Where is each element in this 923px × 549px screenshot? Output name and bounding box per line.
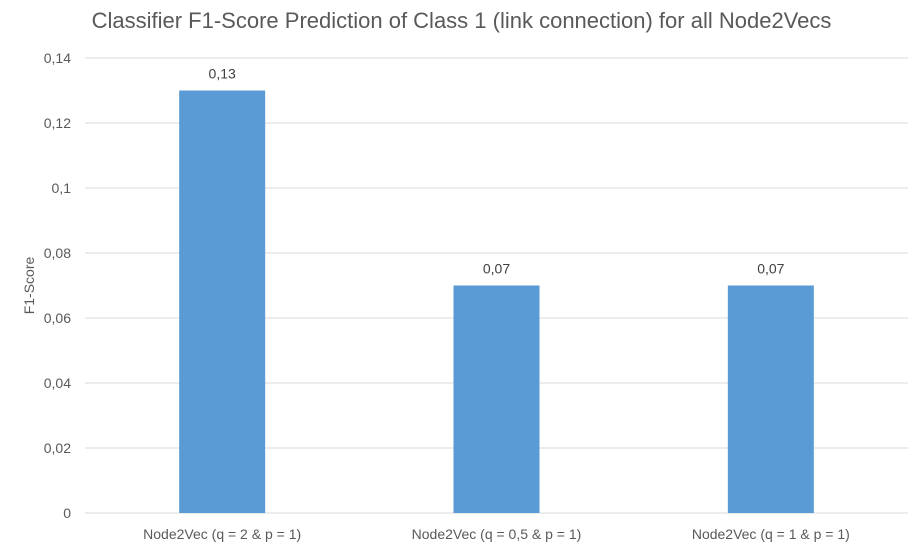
x-tick-label: Node2Vec (q = 1 & p = 1)	[692, 526, 850, 542]
data-label: 0,13	[209, 66, 236, 82]
bar	[727, 285, 814, 513]
y-tick-label: 0,06	[44, 310, 71, 326]
x-tick-label: Node2Vec (q = 0,5 & p = 1)	[412, 526, 582, 542]
data-labels: 0,13 0,07 0,07	[209, 66, 785, 277]
bar	[453, 285, 540, 513]
y-tick-label: 0	[63, 505, 71, 521]
bars	[179, 90, 814, 513]
y-tick-label: 0,04	[44, 375, 71, 391]
y-tick-label: 0,08	[44, 245, 71, 261]
y-axis-tick-labels: 0 0,02 0,04 0,06 0,08 0,1 0,12 0,14	[44, 50, 71, 521]
y-tick-label: 0,14	[44, 50, 71, 66]
y-tick-label: 0,1	[52, 180, 72, 196]
data-label: 0,07	[483, 261, 510, 277]
chart-title: Classifier F1-Score Prediction of Class …	[91, 8, 832, 33]
x-tick-label: Node2Vec (q = 2 & p = 1)	[143, 526, 301, 542]
data-label: 0,07	[757, 261, 784, 277]
x-axis-tick-labels: Node2Vec (q = 2 & p = 1) Node2Vec (q = 0,…	[143, 526, 850, 542]
bar	[179, 90, 266, 513]
y-axis-title: F1-Score	[21, 257, 37, 315]
y-tick-label: 0,12	[44, 115, 71, 131]
y-tick-label: 0,02	[44, 440, 71, 456]
